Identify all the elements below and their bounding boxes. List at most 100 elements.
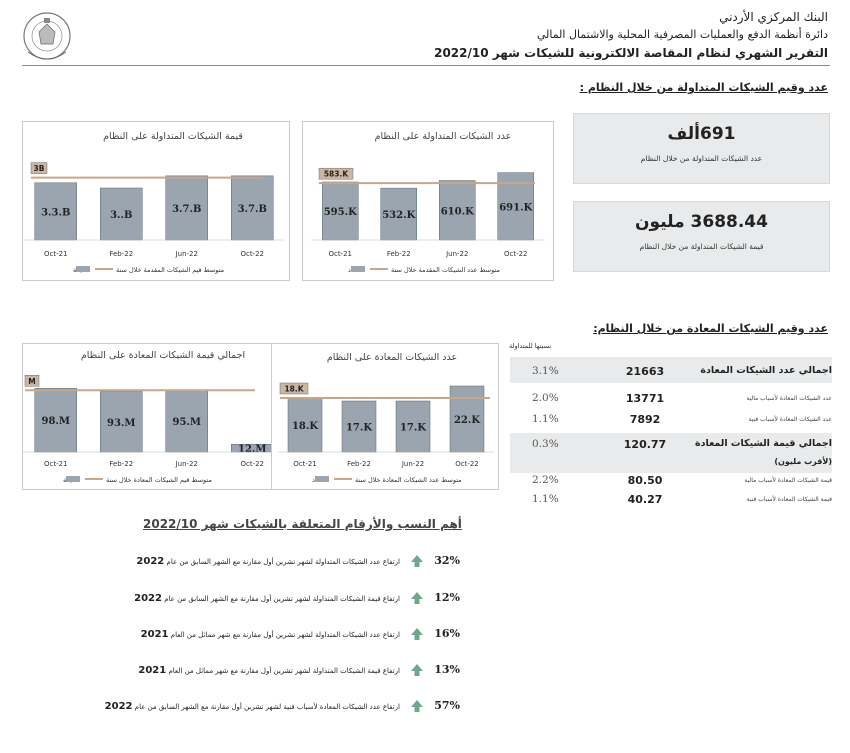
chart-bar <box>322 181 359 241</box>
bar-data-label: 3..B <box>110 210 132 221</box>
highlight-item: 12% ارتفاع قيمة الشيكات المتداولة لشهر ت… <box>105 591 460 607</box>
x-tick-label: Jun-22 <box>175 250 198 258</box>
row-value: 13771 <box>625 392 665 405</box>
row-label: اجمالي عدد الشيكات المعادة <box>700 365 832 376</box>
up-arrow-icon <box>411 555 423 567</box>
average-label: M <box>28 377 35 386</box>
bar-data-label: 95.M <box>173 417 201 428</box>
legend-series-swatch <box>66 476 80 482</box>
legend-series-swatch <box>315 476 329 482</box>
x-tick-label: Jun-22 <box>401 460 424 468</box>
x-tick-label: Oct-22 <box>240 460 264 468</box>
central-bank-logo <box>23 12 71 60</box>
kpi-value-label: قيمة الشيكات المتداولة من خلال النظام <box>639 242 764 251</box>
chart-returned-count: عدد الشيكات المعادة على النظام 18.K Oct-21… <box>271 343 499 490</box>
row-pct: 2.2% <box>532 474 559 486</box>
returned-cheques-table: 3.1% 21663 اجمالي عدد الشيكات المعادة 2.… <box>510 357 832 510</box>
highlights-title: أهم النسب والأرقام المتعلقة بالشيكات شهر… <box>143 517 462 531</box>
x-tick-label: Oct-21 <box>44 250 68 258</box>
bank-name: البنك المركزي الأردني <box>719 10 828 24</box>
bar-data-label: 18.K <box>292 421 318 432</box>
x-tick-label: Feb-22 <box>347 460 371 468</box>
kpi-value-value: 3688.44 مليون <box>635 212 768 232</box>
x-tick-label: Feb-22 <box>109 250 133 258</box>
bar-data-label: 3.7.B <box>172 204 201 215</box>
x-tick-label: Oct-22 <box>455 460 479 468</box>
bar-data-label: 17.K <box>400 423 426 434</box>
chart-bar <box>165 175 208 241</box>
x-tick-label: Oct-22 <box>240 250 264 258</box>
highlight-pct: 16% <box>434 627 460 640</box>
bar-data-label: 17.K <box>346 423 372 434</box>
bar-data-label: 595.K <box>324 207 357 218</box>
row-pct: 2.0% <box>532 392 559 404</box>
chart-bar <box>34 388 77 453</box>
kpi-count-label: عدد الشيكات المتداولة من خلال النظام <box>640 154 763 163</box>
row-value: 120.77 <box>623 438 667 451</box>
highlight-pct: 12% <box>434 591 460 604</box>
x-tick-label: Jun-22 <box>445 250 468 258</box>
kpi-count-value: 691ألف <box>667 124 736 144</box>
row-label: اجمالي قيمة الشيكات المعادة <box>695 438 832 449</box>
row-value: 21663 <box>625 365 665 378</box>
x-tick-label: Jun-22 <box>175 460 198 468</box>
highlight-text: ارتفاع عدد الشيكات المتداولة لشهر تشرين … <box>140 629 400 640</box>
row-pct: 1.1% <box>532 493 559 505</box>
row-label: قيمة الشيكات المعادة لأسباب فنية <box>746 496 832 503</box>
kpi-circulated-value: 3688.44 مليون قيمة الشيكات المتداولة من … <box>573 201 830 272</box>
average-label: 3B <box>34 164 45 173</box>
highlight-text: ارتفاع قيمة الشيكات المتداولة لشهر تشرين… <box>138 665 400 676</box>
chart-bar <box>395 400 431 453</box>
highlight-item: 32% ارتفاع عدد الشيكات المتداولة لشهر تش… <box>105 554 460 570</box>
bar-data-label: 3.3.B <box>41 207 70 218</box>
header-divider <box>22 65 830 66</box>
bar-data-label: 22.K <box>454 415 480 426</box>
highlight-item: 16% ارتفاع عدد الشيكات المتداولة لشهر تش… <box>105 627 460 643</box>
chart-circulated-count: عدد الشيكات المتداولة على النظام 595.K Oct… <box>302 121 554 281</box>
legend-average-label: متوسط عدد الشيكات المقدمة خلال سنة <box>391 266 500 274</box>
row-label: (لأقرب مليون) <box>774 457 832 466</box>
chart-title: قيمة الشيكات المتداولة على النظام <box>103 131 243 142</box>
highlight-text: ارتفاع قيمة الشيكات المتداولة لشهر تشرين… <box>134 593 400 604</box>
average-label: 583.K <box>324 170 350 179</box>
highlight-item: 57% ارتفاع عدد الشيكات المعادة لأسباب فن… <box>105 699 460 715</box>
x-tick-label: Feb-22 <box>387 250 411 258</box>
kpi-circulated-count: 691ألف عدد الشيكات المتداولة من خلال الن… <box>573 113 830 184</box>
x-tick-label: Oct-21 <box>44 460 68 468</box>
average-label: 18.K <box>284 385 304 394</box>
row-label: قيمة الشيكات المعادة لأسباب مالية <box>744 477 832 484</box>
legend-average-label: متوسط قيم الشيكات المعادة خلال سنة <box>106 476 212 484</box>
up-arrow-icon <box>411 700 423 712</box>
highlight-item: 13% ارتفاع قيمة الشيكات المتداولة لشهر ت… <box>105 663 460 679</box>
x-tick-label: Oct-22 <box>504 250 528 258</box>
chart-bar <box>341 400 377 453</box>
bar-data-label: 98.M <box>42 416 70 427</box>
chart-title: اجمالي قيمة الشيكات المعادة على النظام <box>81 350 245 361</box>
highlight-text: ارتفاع عدد الشيكات المعادة لأسباب فنية ل… <box>104 701 400 712</box>
table-band <box>510 357 832 383</box>
x-tick-label: Feb-22 <box>109 460 133 468</box>
chart-bar <box>34 182 77 241</box>
chart-circulated-value: قيمة الشيكات المتداولة على النظام 3.3.B Oc… <box>22 121 290 281</box>
highlight-pct: 57% <box>434 699 460 712</box>
bar-data-label: 3.7.B <box>238 204 267 215</box>
highlight-pct: 13% <box>434 663 460 676</box>
legend-series-swatch <box>76 266 90 272</box>
highlight-text: ارتفاع عدد الشيكات المتداولة لشهر تشرين … <box>136 556 400 567</box>
chart-bar <box>100 391 143 453</box>
section-circulated-title: عدد وقيم الشيكات المتداولة من خلال النظا… <box>579 81 828 94</box>
legend-average-label: متوسط عدد الشيكات المعادة خلال سنة <box>355 476 462 484</box>
legend-average-label: متوسط قيم الشيكات المقدمة خلال سنة <box>116 266 224 274</box>
bar-data-label: 691.K <box>499 202 532 213</box>
chart-title: عدد الشيكات المتداولة على النظام <box>375 131 512 142</box>
up-arrow-icon <box>411 664 423 676</box>
row-value: 7892 <box>629 413 661 426</box>
bar-data-label: 610.K <box>441 206 474 217</box>
average-label-box <box>279 382 309 395</box>
row-value: 40.27 <box>627 493 663 506</box>
bar-data-label: 93.M <box>107 418 135 429</box>
row-pct: 1.1% <box>532 413 559 425</box>
up-arrow-icon <box>411 628 423 640</box>
row-label: عدد الشيكات المعادة لأسباب فنية <box>748 416 832 423</box>
x-tick-label: Oct-21 <box>293 460 317 468</box>
